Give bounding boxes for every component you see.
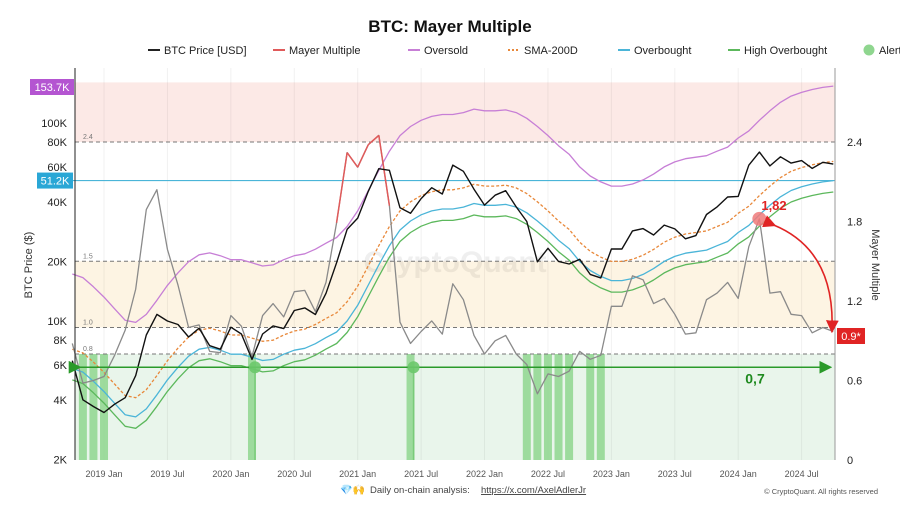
threshold-label: 0.8 [83, 346, 93, 353]
x-tick: 2020 Jul [277, 469, 311, 479]
alert-bar [522, 354, 531, 460]
threshold-label: 1.5 [83, 253, 93, 260]
chart-title: BTC: Mayer Multiple [368, 17, 531, 36]
overbought-last-tag: 51.2K [41, 176, 70, 188]
legend-item-high-overbought: High Overbought [728, 45, 827, 57]
alert-marker [248, 361, 261, 374]
alert-bar [596, 354, 605, 460]
threshold-label: 1.0 [83, 320, 93, 327]
x-tick: 2023 Jul [658, 469, 692, 479]
y-right-tick: 1.2 [847, 296, 862, 308]
footer: 💎🙌 Daily on-chain analysis: https://x.co… [340, 484, 878, 496]
legend-label: Overbought [634, 45, 691, 57]
y-left-tick: 8K [54, 335, 68, 347]
y-left-tick: 80K [47, 137, 67, 149]
mayer-multiple-red-segment [357, 144, 369, 168]
x-tick: 2021 Jan [339, 469, 376, 479]
legend-label: BTC Price [USD] [164, 45, 247, 57]
x-tick: 2022 Jan [466, 469, 503, 479]
high-overbought-line [72, 191, 834, 429]
zone-band [75, 354, 835, 460]
y-right-tick: 0 [847, 455, 853, 467]
mayer-multiple-red-segment [378, 135, 391, 206]
overbought-line [72, 179, 834, 418]
x-tick: 2019 Jan [85, 469, 122, 479]
x-tick: 2024 Jul [785, 469, 819, 479]
oversold-last-tag: 153.7K [35, 82, 71, 94]
zone-band [75, 82, 835, 142]
peak-label: 1,82 [761, 198, 786, 213]
legend-item-sma-200d: SMA-200D [508, 45, 578, 57]
legend-item-alert: Alert [863, 44, 900, 57]
legend-item-mayer-multiple: Mayer Multiple [273, 45, 361, 57]
y-left-tick: 40K [47, 197, 67, 209]
threshold-label: 2.4 [83, 134, 93, 141]
y-right-tick: 0.6 [847, 376, 862, 388]
alert-bar [247, 354, 256, 460]
overbought-last-tag-bg [37, 172, 73, 189]
x-tick: 2022 Jul [531, 469, 565, 479]
alert-bar [565, 354, 574, 460]
y-right-tick: 1.8 [847, 217, 862, 229]
legend-label: SMA-200D [524, 45, 578, 57]
legend: BTC Price [USD] Mayer Multiple Oversold SMA… [148, 44, 900, 57]
alert-bar [406, 354, 415, 460]
y-left-tick: 6K [54, 360, 68, 372]
footer-analysis-text: Daily on-chain analysis: [370, 485, 470, 496]
mm-current-tag: 0.9* [841, 331, 861, 343]
y-left-tick: 4K [54, 395, 68, 407]
legend-label: Alert [879, 45, 900, 57]
mayer-multiple-red-segment [367, 134, 380, 146]
x-tick: 2023 Jan [593, 469, 630, 479]
watermark: CryptoQuant [363, 246, 546, 279]
threshold-lines: 2.4 1.5 1.0 0.8 [67, 134, 835, 355]
alert-bar [533, 354, 542, 460]
mayer-multiple-red-segment [335, 152, 348, 223]
zone-band [75, 261, 835, 328]
footer-emoji: 💎🙌 [340, 484, 365, 496]
legend-item-btc-price-usd-: BTC Price [USD] [148, 45, 247, 57]
y-left-tick: 20K [47, 256, 67, 268]
axes: 2K 4K 6K 8K 10K 20K 40K 60K 80K 100K 0 0.6 1.2 1.8 2.4… [41, 68, 862, 479]
y-left-label: BTC Price ($) [23, 232, 35, 299]
mm-current-tag-bg [837, 328, 865, 344]
floor-label: 0,7 [745, 370, 765, 386]
x-tick: 2020 Jan [212, 469, 249, 479]
alert-bar [100, 354, 109, 460]
sma-200d-line [72, 160, 834, 399]
mayer-multiple-red-segment [346, 152, 359, 168]
alert-dot-icon [863, 44, 875, 56]
y-left-tick: 2K [54, 454, 68, 466]
legend-label: High Overbought [744, 45, 827, 57]
x-tick: 2024 Jan [720, 469, 757, 479]
y-right-tick: 2.4 [847, 137, 862, 149]
series [71, 85, 834, 429]
oversold-line [72, 85, 834, 324]
footer-link[interactable]: https://x.com/AxelAdlerJr [481, 485, 586, 496]
oversold-last-tag-bg [30, 79, 74, 95]
y-right-label: Mayer Multiple [869, 229, 881, 301]
alert-bar [78, 354, 87, 460]
peak-marker [752, 211, 767, 226]
legend-label: Mayer Multiple [289, 45, 361, 57]
alert-bar [586, 354, 595, 460]
mayer-multiple-line [71, 134, 834, 395]
y-left-tick: 10K [47, 316, 67, 328]
x-tick: 2019 Jul [150, 469, 184, 479]
alert-bar [554, 354, 563, 460]
legend-label: Oversold [424, 45, 468, 57]
decline-arrow [762, 215, 839, 334]
btc-price-line [71, 151, 834, 414]
y-left-tick: 100K [41, 118, 67, 130]
x-tick: 2021 Jul [404, 469, 438, 479]
footer-copyright: © CryptoQuant. All rights reserved [764, 487, 878, 496]
y-left-tick: 60K [47, 162, 67, 174]
alert-marker [407, 361, 420, 374]
annotations: 153.7K 51.2K 0.9* 1,82 0,7 [30, 79, 865, 386]
background-zones [75, 68, 835, 460]
alert-bar [543, 354, 552, 460]
legend-item-oversold: Oversold [408, 45, 468, 57]
legend-item-overbought: Overbought [618, 45, 691, 57]
